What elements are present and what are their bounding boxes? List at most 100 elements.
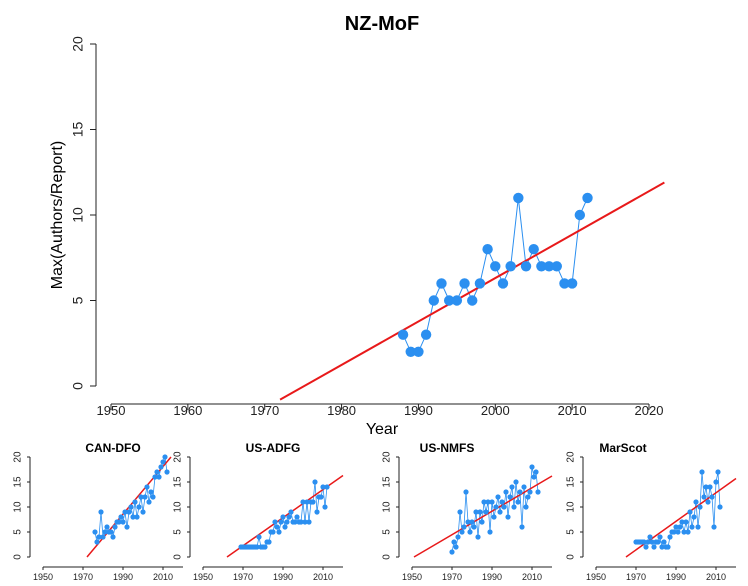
panel-3-data-point bbox=[485, 499, 491, 505]
panel-0-data-point bbox=[559, 278, 570, 289]
panel-1-x-tick-label: 2010 bbox=[153, 572, 173, 582]
panel-2-data-point bbox=[320, 484, 326, 490]
panel-1-data-point bbox=[132, 499, 138, 505]
panel-1-data-point bbox=[128, 504, 134, 510]
panel-0-data-point bbox=[482, 244, 493, 255]
panel-3: 1950 1970 1990 2010 0 5 10 15 20 bbox=[382, 451, 553, 582]
panel-4-data-point bbox=[651, 544, 657, 550]
panel-3-data-point bbox=[527, 489, 533, 495]
panel-3-y-tick-label: 15 bbox=[382, 476, 393, 488]
panel-4-data-point bbox=[699, 469, 705, 475]
panel-2-data-point bbox=[272, 519, 278, 525]
panel-1-data-point bbox=[140, 509, 146, 515]
panel-4-x-tick-label: 1950 bbox=[586, 572, 606, 582]
panel-4-data-point bbox=[717, 504, 723, 510]
panel-1-data-point bbox=[98, 509, 104, 515]
panel-2-data-point bbox=[282, 524, 288, 530]
panel-3-data-point bbox=[507, 494, 513, 500]
panel-3-data-point bbox=[529, 464, 535, 470]
panel-4-data-point bbox=[683, 519, 689, 525]
main-y-axis-label: Max(Authors/Report) bbox=[49, 141, 66, 290]
panel-2-data-point bbox=[256, 534, 262, 540]
panel-2-x-tick-label: 1950 bbox=[193, 572, 213, 582]
panel-3-data-point bbox=[459, 529, 465, 535]
panel-3-data-point bbox=[469, 519, 475, 525]
panel-0-trend-line bbox=[279, 181, 665, 401]
panel-0-data-point bbox=[505, 261, 516, 272]
panel-0-data-point bbox=[436, 278, 447, 289]
panel-1-data-point bbox=[96, 534, 102, 540]
panel-2-y-tick-label: 10 bbox=[173, 501, 184, 513]
panel-3-data-point bbox=[463, 489, 469, 495]
panel-4-data-point bbox=[677, 524, 683, 530]
panel-1-y-tick-label: 10 bbox=[13, 501, 24, 513]
panel-0-y-tick-label: 0 bbox=[70, 382, 86, 390]
panel-3-y-tick-label: 20 bbox=[382, 451, 393, 463]
panel-4-x-tick-label: 2010 bbox=[706, 572, 726, 582]
panel-4-data-point bbox=[679, 519, 685, 525]
panel-4-data-point bbox=[671, 529, 677, 535]
panel-4-data-point bbox=[689, 524, 695, 530]
panel-4-x-tick-label: 1990 bbox=[666, 572, 686, 582]
panel-3-x-tick-label: 1990 bbox=[482, 572, 502, 582]
panel-3-y-tick-label: 10 bbox=[382, 501, 393, 513]
panel-0-y-tick-label: 10 bbox=[70, 207, 86, 223]
panel-2-data-point bbox=[300, 499, 306, 505]
panel-4-data-point bbox=[673, 524, 679, 530]
panel-0: 1950 1960 1970 1980 1990 2000 2010 2020 0 5 10 15 20 bbox=[70, 36, 665, 418]
panel-3-data-point bbox=[461, 524, 467, 530]
panel-0-data-point bbox=[413, 346, 424, 357]
panel-3-data-point bbox=[499, 499, 505, 505]
panel-1-x-tick-label: 1950 bbox=[33, 572, 53, 582]
panel-2-y-tick-label: 15 bbox=[173, 476, 184, 488]
panel-title-us-adfg: US-ADFG bbox=[246, 441, 301, 455]
panel-0-data-point bbox=[467, 295, 478, 306]
panel-4-data-point bbox=[705, 499, 711, 505]
panel-2-x-tick-label: 2010 bbox=[313, 572, 333, 582]
panel-4-x-tick-label: 1970 bbox=[626, 572, 646, 582]
panel-1-data-point bbox=[126, 509, 132, 515]
panel-1-data-point bbox=[94, 539, 100, 545]
panel-1-data-point bbox=[142, 494, 148, 500]
panel-0-data-point bbox=[513, 192, 524, 204]
panel-0-data-point bbox=[405, 346, 416, 357]
panel-3-data-point bbox=[513, 479, 519, 485]
panel-2-data-point bbox=[312, 479, 318, 485]
panel-1-data-point bbox=[134, 514, 140, 520]
panel-2-data-point bbox=[270, 529, 276, 535]
panel-0-data-point bbox=[420, 329, 432, 340]
panel-2-data-point bbox=[288, 509, 294, 515]
panel-2: 1950 1970 1990 2010 0 5 10 15 20 bbox=[173, 451, 344, 582]
panel-2-y-tick-label: 0 bbox=[173, 554, 184, 560]
panel-0-x-tick-label: 1950 bbox=[97, 403, 126, 418]
panel-4-data-point bbox=[703, 484, 709, 490]
panel-3-data-point bbox=[505, 514, 511, 520]
panel-2-data-point bbox=[322, 504, 328, 510]
panel-3-data-point bbox=[487, 529, 493, 535]
panel-4-data-point bbox=[709, 494, 715, 500]
panel-title-marscot: MarScot bbox=[599, 441, 646, 455]
panel-3-x-tick-label: 1950 bbox=[402, 572, 422, 582]
panel-0-series-line bbox=[402, 197, 588, 353]
main-x-axis-label: Year bbox=[366, 421, 399, 438]
panel-3-data-point bbox=[491, 514, 497, 520]
panel-3-data-point bbox=[475, 534, 481, 540]
panel-2-data-point bbox=[254, 544, 260, 550]
panel-3-data-point bbox=[467, 529, 473, 535]
panel-4-y-tick-label: 5 bbox=[566, 529, 577, 535]
panel-1-data-point bbox=[156, 474, 162, 480]
panel-1-data-point bbox=[154, 469, 160, 475]
panel-1-data-point bbox=[152, 474, 158, 480]
panel-0-data-point bbox=[497, 278, 509, 289]
panel-3-x-tick-label: 1970 bbox=[442, 572, 462, 582]
panel-3-data-point bbox=[473, 509, 479, 515]
panel-2-data-point bbox=[318, 494, 324, 500]
panel-1-data-point bbox=[100, 534, 106, 540]
panel-3-data-point bbox=[535, 489, 541, 495]
panel-4-data-point bbox=[655, 539, 661, 545]
panel-2-data-point bbox=[274, 524, 280, 530]
panel-2-data-point bbox=[302, 519, 308, 525]
panel-4-data-point bbox=[707, 484, 713, 490]
panel-2-data-point bbox=[306, 519, 312, 525]
panel-3-data-point bbox=[503, 489, 509, 495]
